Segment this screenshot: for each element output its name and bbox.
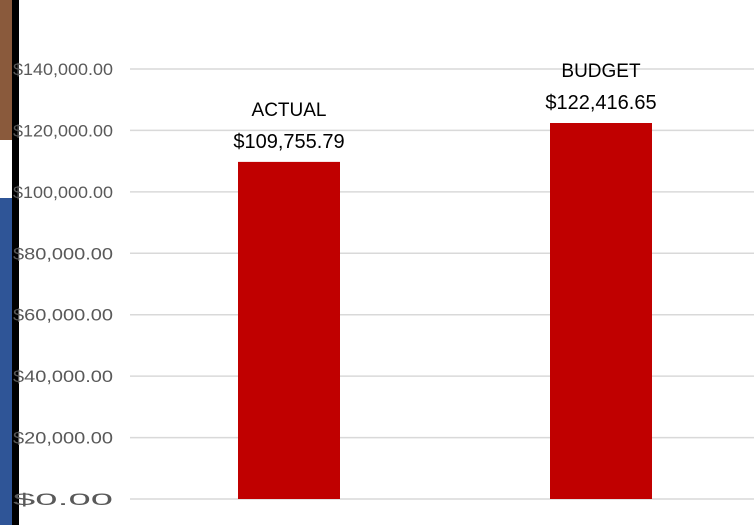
- y-tick-label: $40,000.00: [13, 367, 113, 386]
- y-tick-label: $140,000.00: [13, 60, 113, 79]
- bars: [238, 123, 652, 499]
- y-axis-tick-labels: $0.00 $20,000.00 $40,000.00 $60,000.00 $80,0…: [13, 60, 113, 509]
- bar-value-label: $109,755.79: [233, 131, 344, 153]
- bar-labels: ACTUAL $109,755.79 BUDGET $122,416.65: [233, 61, 656, 153]
- y-tick-label: $0.00: [13, 490, 113, 509]
- y-tick-label: $60,000.00: [13, 306, 113, 325]
- bar-category-label: BUDGET: [561, 61, 641, 82]
- left-edge-strip: [0, 0, 12, 525]
- left-border: [12, 0, 19, 525]
- strip-blue-segment: [0, 198, 12, 525]
- bar-category-label: ACTUAL: [252, 100, 327, 121]
- bar-budget: [550, 123, 652, 499]
- gridlines: [130, 68, 754, 500]
- bar-actual: [238, 161, 340, 499]
- y-tick-label: $80,000.00: [13, 244, 113, 263]
- y-tick-label: $120,000.00: [13, 121, 113, 140]
- bar-value-label: $122,416.65: [545, 92, 656, 114]
- y-tick-label: $100,000.00: [13, 183, 113, 202]
- strip-white-segment: [0, 140, 12, 198]
- y-tick-label: $20,000.00: [13, 429, 113, 448]
- strip-photo-segment: [0, 0, 12, 140]
